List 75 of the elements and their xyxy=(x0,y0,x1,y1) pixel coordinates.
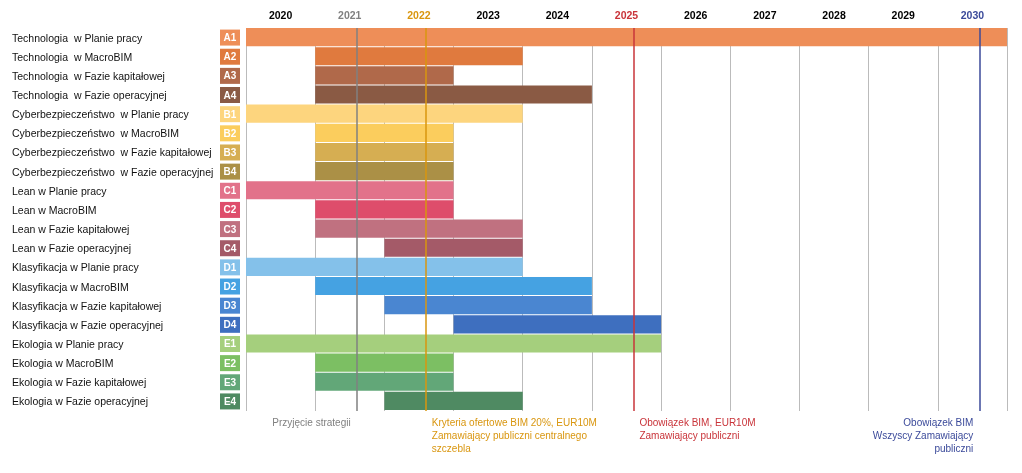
y-tick-label: Cyberbezpieczeństwo w Fazie operacyjnej xyxy=(12,165,214,178)
x-tick-label: 2028 xyxy=(822,8,846,21)
y-tick-label: Ekologia w MacroBIM xyxy=(12,357,114,370)
bar xyxy=(315,276,592,296)
text: E4 xyxy=(223,395,237,407)
text: B3 xyxy=(223,146,237,158)
text: A1 xyxy=(223,32,237,44)
y-tick-label: Technologia w Fazie kapitałowej xyxy=(12,69,165,82)
y-tick-label: Lean w Fazie operacyjnej xyxy=(12,242,132,255)
text: A2 xyxy=(223,51,237,63)
x-tick-label: 2024 xyxy=(545,8,570,21)
y-tick-label: Ekologia w Fazie operacyjnej xyxy=(12,395,148,408)
x-tick-label: 2030 xyxy=(960,8,985,21)
bar xyxy=(315,85,592,104)
bar xyxy=(246,257,523,276)
text: C4 xyxy=(223,242,237,254)
bar xyxy=(246,28,1007,47)
x-tick-label: 2021 xyxy=(338,8,362,21)
text: C2 xyxy=(223,204,237,216)
text: E1 xyxy=(223,338,237,350)
y-tick-label: Technologia w MacroBIM xyxy=(12,50,133,63)
x-tick-label: 2026 xyxy=(684,8,708,21)
bar xyxy=(315,200,454,219)
bar xyxy=(453,315,662,334)
y-tick-label: Lean w Fazie kapitałowej xyxy=(12,223,130,236)
bar xyxy=(384,238,523,257)
x-tick-label: 2023 xyxy=(476,8,500,21)
text: B4 xyxy=(223,166,237,178)
ref-line-label: Kryteria ofertowe BIM 20%, EUR10M Zamawiający publiczni centralnego szczebla xyxy=(431,417,597,454)
bar xyxy=(315,219,523,238)
y-tick-label: Klasyfikacja w MacroBIM xyxy=(12,280,129,293)
y-tick-label: Klasyfikacja w Fazie kapitałowej xyxy=(12,299,162,312)
bar xyxy=(315,353,454,372)
bar xyxy=(384,391,523,410)
bar xyxy=(315,372,454,391)
text: D1 xyxy=(223,261,237,273)
y-tick-label: Cyberbezpieczeństwo w MacroBIM xyxy=(12,127,179,140)
y-tick-label: Klasyfikacja w Fazie operacyjnej xyxy=(12,318,164,331)
text: D2 xyxy=(223,281,237,293)
bar xyxy=(315,123,454,142)
y-tick-label: Cyberbezpieczeństwo w Fazie kapitałowej xyxy=(12,146,212,159)
bar xyxy=(315,162,454,181)
x-tick-label: 2025 xyxy=(614,8,639,21)
bar xyxy=(315,66,454,85)
y-tick-label: Technologia w Fazie operacyjnej xyxy=(12,89,167,102)
text: E2 xyxy=(223,357,237,369)
bar xyxy=(315,47,523,66)
text: D3 xyxy=(223,300,237,312)
x-tick-label: 2029 xyxy=(891,8,916,21)
text: C1 xyxy=(223,185,237,197)
y-tick-label: Ekologia w Planie pracy xyxy=(12,337,125,350)
bar xyxy=(315,142,454,162)
text: B1 xyxy=(223,108,237,120)
bar xyxy=(246,104,523,123)
x-tick-label: 2027 xyxy=(753,8,777,21)
y-tick-label: Lean w Planie pracy xyxy=(12,184,108,197)
ref-line-label: Obowiązek BIM Wszyscy Zamawiający publiczni xyxy=(872,417,974,454)
text: B2 xyxy=(223,127,237,139)
bar xyxy=(384,296,592,315)
x-tick-label: 2020 xyxy=(268,8,293,21)
y-tick-label: Klasyfikacja w Planie pracy xyxy=(12,261,140,274)
bar xyxy=(246,334,662,353)
bar xyxy=(246,181,454,200)
x-tick-label: 2022 xyxy=(407,8,431,21)
ref-line-label: Przyjęcie strategii xyxy=(272,417,351,428)
y-tick-label: Technologia w Planie pracy xyxy=(12,31,143,44)
text: A3 xyxy=(223,70,237,82)
text: A4 xyxy=(223,89,237,101)
text: C3 xyxy=(223,223,237,235)
ref-line-label: Obowiązek BIM, EUR10M Zamawiający publiczni xyxy=(639,417,756,441)
text: D4 xyxy=(223,319,237,331)
text: E3 xyxy=(223,376,237,388)
y-tick-label: Lean w MacroBIM xyxy=(12,203,97,216)
y-tick-label: Ekologia w Fazie kapitałowej xyxy=(12,376,147,389)
y-tick-label: Cyberbezpieczeństwo w Planie pracy xyxy=(12,108,190,121)
